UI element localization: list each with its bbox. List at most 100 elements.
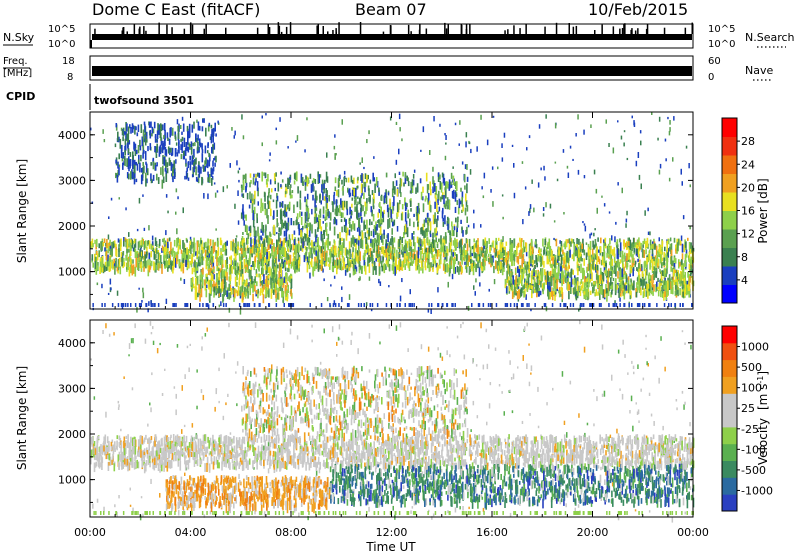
echo-cell: [244, 174, 246, 180]
echo-cell: [162, 176, 165, 184]
echo-cell: [464, 185, 466, 190]
cpid-label: CPID: [6, 90, 35, 103]
noise-spike: [601, 24, 603, 34]
echo-cell: [368, 255, 370, 264]
echo-cell: [582, 303, 585, 307]
echo-cell: [650, 256, 653, 263]
echo-cell: [290, 218, 293, 226]
echo-cell: [673, 257, 676, 263]
echo-cell: [401, 261, 404, 266]
echo-cell: [541, 255, 544, 265]
echo-cell: [503, 250, 506, 256]
echo-cell: [252, 293, 254, 302]
echo-cell: [339, 211, 342, 216]
echo-cell: [586, 280, 588, 288]
echo-cell: [316, 195, 318, 201]
echo-cell: [135, 126, 137, 131]
echo-cell: [339, 238, 341, 245]
echo-cell: [328, 263, 330, 267]
echo-cell: [218, 304, 221, 308]
noise-spike: [335, 28, 337, 34]
echo-cell: [508, 285, 511, 292]
echo-cell: [358, 266, 361, 274]
echo-cell: [297, 266, 300, 271]
echo-cell: [448, 199, 451, 206]
echo-cell: [327, 257, 330, 263]
echo-cell: [448, 261, 451, 268]
echo-cell: [530, 275, 533, 285]
echo-cell: [564, 275, 566, 282]
echo-cell: [562, 265, 564, 269]
echo-cell: [643, 238, 646, 245]
echo-cell: [387, 207, 390, 218]
echo-cell: [577, 268, 579, 276]
echo-cell: [105, 242, 107, 247]
echo-cell: [497, 237, 500, 241]
echo-cell: [379, 247, 381, 251]
echo-cell: [389, 116, 392, 121]
echo-cell: [109, 248, 112, 256]
echo-cell: [536, 288, 538, 298]
echo-cell: [649, 242, 652, 250]
echo-cell: [120, 127, 123, 131]
echo-cell: [279, 279, 282, 287]
echo-cell: [635, 291, 638, 298]
echo-cell: [603, 242, 605, 251]
echo-cell: [278, 227, 280, 233]
echo-cell: [145, 161, 147, 165]
echo-cell: [396, 264, 399, 270]
echo-cell: [432, 239, 435, 248]
echo-cell: [629, 290, 631, 296]
echo-cell: [639, 246, 641, 250]
echo-cell: [432, 232, 434, 239]
echo-cell: [277, 287, 279, 297]
echo-cell: [107, 248, 109, 254]
echo-cell: [493, 247, 496, 253]
echo-cell: [642, 291, 645, 298]
echo-cell: [640, 242, 642, 250]
echo-cell: [410, 246, 413, 254]
echo-cell: [312, 194, 314, 201]
echo-cell: [207, 171, 209, 176]
echo-cell: [646, 237, 649, 243]
echo-cell: [209, 136, 212, 140]
echo-cell: [640, 140, 642, 146]
echo-cell: [113, 259, 115, 264]
echo-cell: [208, 245, 211, 254]
echo-cell: [663, 257, 665, 265]
echo-cell: [386, 252, 389, 262]
echo-cell: [140, 261, 142, 269]
echo-cell: [419, 237, 421, 245]
echo-cell: [335, 206, 338, 217]
echo-cell: [212, 260, 215, 268]
echo-cell: [682, 215, 685, 220]
echo-cell: [228, 267, 231, 275]
echo-cell: [182, 207, 184, 214]
echo-cell: [427, 259, 429, 269]
echo-cell: [445, 135, 447, 140]
echo-cell: [190, 245, 192, 255]
echo-cell: [334, 134, 336, 138]
echo-cell: [575, 245, 577, 253]
echo-cell: [370, 230, 373, 236]
echo-cell: [489, 246, 491, 252]
echo-cell: [457, 261, 460, 265]
echo-cell: [653, 275, 655, 281]
echo-cell: [260, 258, 262, 267]
echo-cell: [315, 250, 317, 256]
echo-cell: [690, 256, 692, 264]
echo-cell: [636, 239, 639, 244]
echo-cell: [102, 263, 105, 274]
echo-cell: [630, 249, 633, 258]
echo-cell: [306, 228, 309, 238]
echo-cell: [324, 245, 326, 253]
echo-cell: [127, 258, 129, 269]
echo-cell: [283, 230, 286, 237]
echo-cell: [534, 241, 537, 245]
echo-cell: [253, 195, 256, 205]
echo-cell: [516, 256, 518, 263]
echo-cell: [437, 172, 440, 177]
echo-cell: [453, 264, 455, 274]
echo-cell: [232, 261, 235, 270]
echo-cell: [359, 162, 361, 165]
